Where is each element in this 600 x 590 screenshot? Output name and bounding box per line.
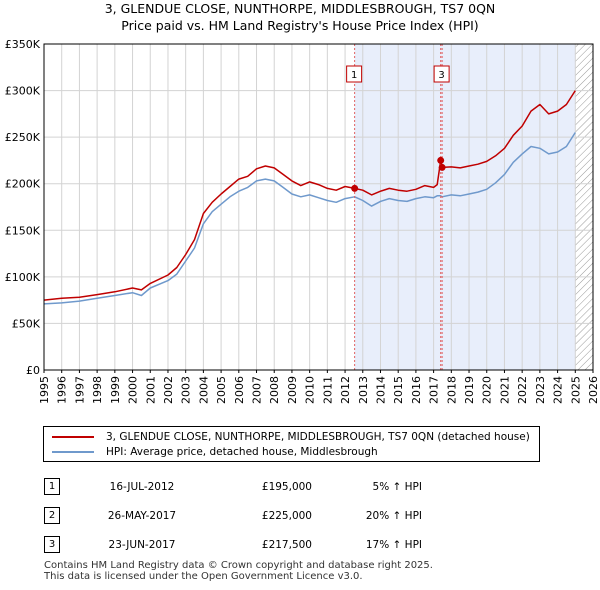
sale-marker-label: 1: [351, 70, 357, 81]
y-tick-label: £100K: [5, 271, 41, 284]
sale-price: £195,000: [261, 480, 312, 493]
sales-table: 1 16-JUL-2012 £195,000 5% ↑ HPI 2 26-MAY…: [44, 472, 422, 559]
table-row: 2 26-MAY-2017 £225,000 20% ↑ HPI: [44, 501, 422, 530]
legend-item-property: 3, GLENDUE CLOSE, NUNTHORPE, MIDDLESBROU…: [52, 429, 530, 445]
x-tick-label: 2026: [587, 376, 600, 404]
legend-swatch-hpi: [52, 451, 94, 453]
chart-title-block: 3, GLENDUE CLOSE, NUNTHORPE, MIDDLESBROU…: [0, 0, 600, 34]
forecast-hatched-region: [575, 44, 593, 370]
chart-legend: 3, GLENDUE CLOSE, NUNTHORPE, MIDDLESBROU…: [43, 426, 540, 462]
x-tick-label: 2014: [374, 376, 387, 404]
x-tick-label: 2023: [534, 376, 547, 404]
property-price-line: [43, 90, 576, 301]
price-chart: 1 3 £0 £50K £100K £150K £200K £250K £300K £350K 1…: [5, 38, 600, 404]
x-tick-label: 2007: [251, 376, 264, 404]
x-tick-label: 2021: [498, 376, 511, 404]
table-row: 1 16-JUL-2012 £195,000 5% ↑ HPI: [44, 472, 422, 501]
y-tick-label: £50K: [12, 317, 41, 330]
x-tick-label: 2017: [428, 376, 441, 404]
y-tick-label: £150K: [5, 224, 41, 237]
x-tick-label: 1999: [109, 376, 122, 404]
legend-item-hpi: HPI: Average price, detached house, Midd…: [52, 444, 378, 460]
chart-subtitle: Price paid vs. HM Land Registry's House …: [121, 18, 479, 33]
hpi-line: [43, 132, 576, 305]
x-tick-label: 2016: [410, 376, 423, 404]
x-tick-label: 2000: [127, 376, 140, 404]
x-tick-label: 2002: [162, 376, 175, 404]
sale-marker-box: [346, 65, 363, 83]
legend-label-property: 3, GLENDUE CLOSE, NUNTHORPE, MIDDLESBROU…: [106, 431, 530, 443]
x-tick-label: 2025: [569, 376, 582, 404]
sale-price: £217,500: [261, 538, 312, 551]
x-tick-label: 2003: [180, 376, 193, 404]
sale-hpi-change: 20% ↑ HPI: [365, 509, 422, 522]
table-row: 3 23-JUN-2017 £217,500 17% ↑ HPI: [44, 530, 422, 559]
legend-label-hpi: HPI: Average price, detached house, Midd…: [106, 446, 378, 458]
x-tick-label: 2020: [481, 376, 494, 404]
chart-title: 3, GLENDUE CLOSE, NUNTHORPE, MIDDLESBROU…: [104, 1, 496, 16]
footer-line-2: This data is licensed under the Open Gov…: [44, 571, 363, 582]
x-tick-label: 1997: [73, 376, 86, 404]
x-tick-label: 2012: [339, 376, 352, 404]
ownership-shaded-region: [354, 44, 576, 370]
x-tick-label: 2004: [197, 376, 210, 404]
sale-hpi-change: 17% ↑ HPI: [365, 538, 422, 551]
x-tick-label: 2005: [215, 376, 228, 404]
sale-number-badge: 1: [44, 478, 60, 495]
x-tick-label: 1995: [38, 376, 51, 404]
x-tick-label: 2001: [144, 376, 157, 404]
sale-number-badge: 3: [44, 536, 60, 553]
sale-hpi-change: 5% ↑ HPI: [372, 480, 422, 493]
sale-price: £225,000: [261, 509, 312, 522]
footer-attribution: Contains HM Land Registry data © Crown c…: [44, 560, 433, 582]
sale-marker-dot: [437, 156, 445, 164]
sale-marker-dot: [351, 184, 359, 192]
x-tick-label: 2011: [321, 376, 334, 404]
x-tick-label: 2024: [552, 376, 565, 404]
sale-marker-box: [433, 65, 450, 83]
y-tick-label: £0: [26, 364, 40, 377]
x-tick-label: 2006: [233, 376, 246, 404]
x-tick-label: 2015: [392, 376, 405, 404]
y-tick-label: £200K: [5, 178, 41, 191]
x-tick-label: 2013: [357, 376, 370, 404]
sale-date: 26-MAY-2017: [107, 509, 177, 522]
sale-number-badge: 2: [44, 507, 60, 524]
y-tick-label: £300K: [5, 85, 41, 98]
y-tick-label: £350K: [5, 38, 41, 51]
x-tick-label: 2022: [516, 376, 529, 404]
sale-date: 16-JUL-2012: [109, 480, 175, 493]
x-tick-label: 2010: [304, 376, 317, 404]
x-tick-label: 1998: [91, 376, 104, 404]
legend-swatch-property: [52, 436, 94, 438]
x-tick-label: 1996: [56, 376, 69, 404]
sale-marker-label: 3: [438, 70, 444, 81]
x-tick-label: 2018: [445, 376, 458, 404]
x-tick-label: 2008: [268, 376, 281, 404]
footer-line-1: Contains HM Land Registry data © Crown c…: [44, 560, 433, 571]
sale-marker-dot: [438, 163, 446, 171]
x-tick-label: 2009: [286, 376, 299, 404]
x-tick-label: 2019: [463, 376, 476, 404]
plot-frame: [43, 43, 594, 371]
y-tick-label: £250K: [5, 131, 41, 144]
sale-date: 23-JUN-2017: [108, 538, 176, 551]
